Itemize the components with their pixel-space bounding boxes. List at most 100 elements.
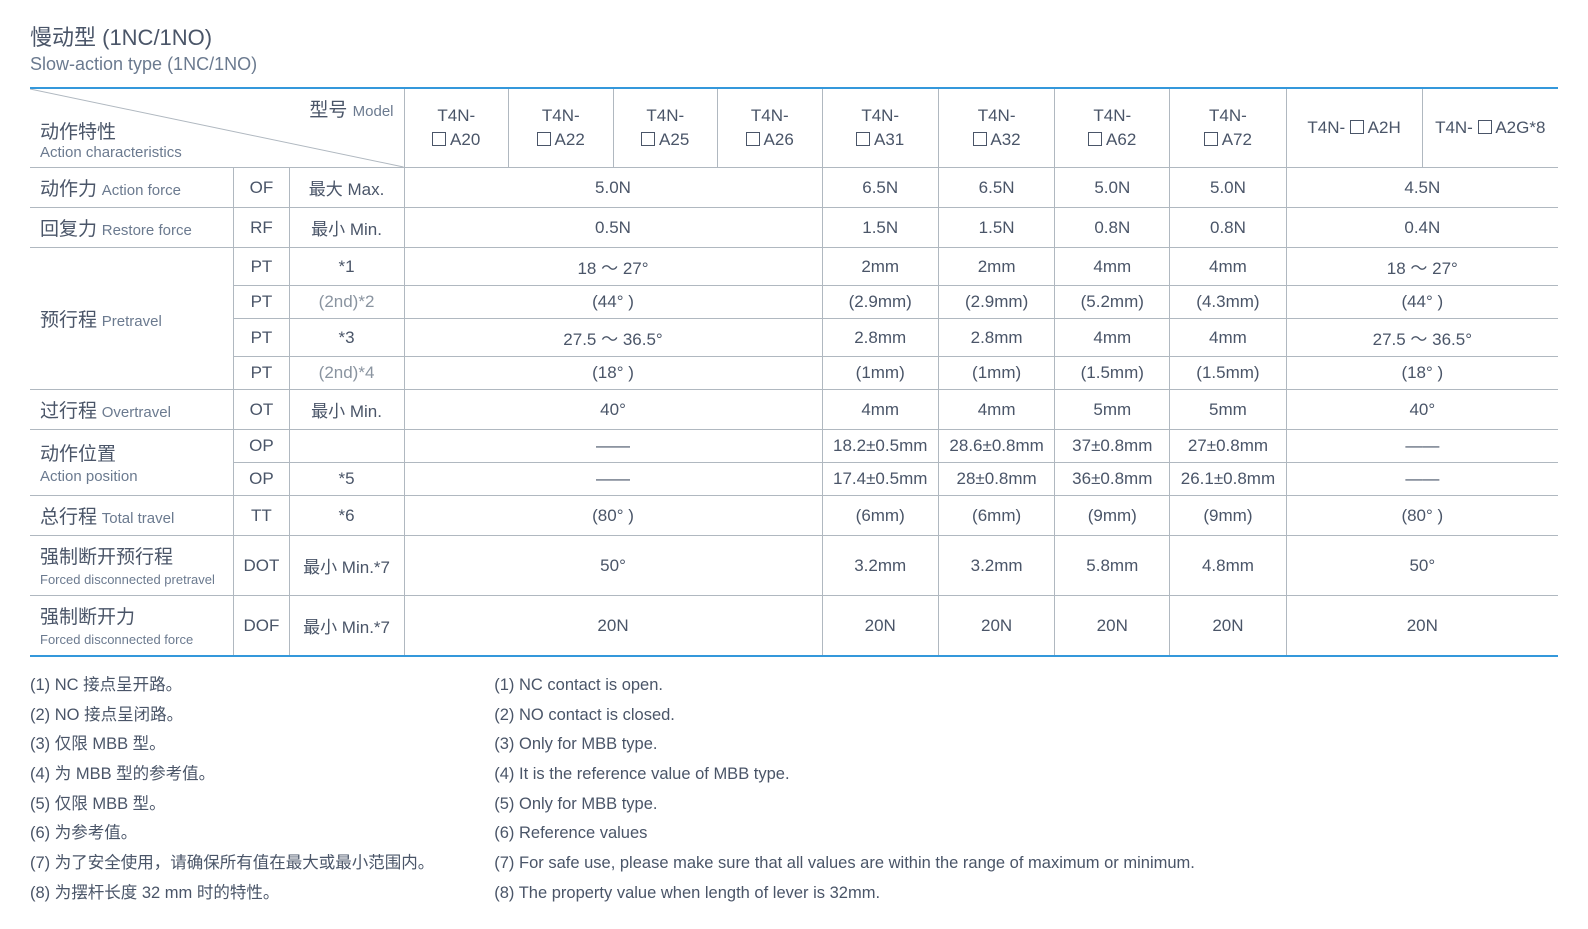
row-restore-force: 回复力 Restore force RF 最小 Min. 0.5N 1.5N 1… [30,208,1558,248]
value-cell: 4mm [938,390,1054,430]
checkbox-icon [1478,120,1492,134]
qualifier-cell: *1 [289,248,404,286]
qualifier-cell: *6 [289,496,404,536]
footnote-item: (7) 为了安全使用，请确保所有值在最大或最小范围内。 [30,849,434,879]
value-cell: (18° ) [1286,357,1558,390]
value-cell: 4.5N [1286,168,1558,208]
value-cell: 1.5N [938,208,1054,248]
code-cell: PT [234,319,289,357]
checkbox-icon [641,132,655,146]
header-row: 型号 Model 动作特性Action characteristics T4N-… [30,88,1558,168]
footnote-item: (3) Only for MBB type. [494,730,1195,760]
code-cell: PT [234,248,289,286]
title-cn: 慢动型 (1NC/1NO) [30,20,1558,52]
value-cell: 18.2±0.5mm [822,430,938,463]
row-label: 回复力 Restore force [30,208,234,248]
checkbox-icon [537,132,551,146]
footnote-item: (2) NO contact is closed. [494,701,1195,731]
qualifier-cell: 最小 Min. [289,390,404,430]
value-cell: —— [1286,463,1558,496]
qualifier-cell [289,430,404,463]
title-en: Slow-action type (1NC/1NO) [30,54,1558,75]
footnote-item: (4) 为 MBB 型的参考值。 [30,760,434,790]
model-col-7: T4N- A62 [1055,88,1170,168]
value-cell: (9mm) [1170,496,1286,536]
value-cell: 20N [822,596,938,657]
value-cell: 2.8mm [938,319,1054,357]
value-cell: 27.5 ～ 36.5° [1286,319,1558,357]
footnote-item: (5) Only for MBB type. [494,790,1195,820]
value-cell: (1mm) [822,357,938,390]
model-col-1: T4N- A20 [404,88,509,168]
value-cell: 40° [1286,390,1558,430]
value-cell: 50° [404,536,822,596]
row-forced-pretravel: 强制断开预行程Forced disconnected pretravel DOT… [30,536,1558,596]
row-label: 动作力 Action force [30,168,234,208]
spec-table: 型号 Model 动作特性Action characteristics T4N-… [30,87,1558,657]
code-cell: OP [234,430,289,463]
value-cell: 2.8mm [822,319,938,357]
value-cell: (80° ) [404,496,822,536]
value-cell: 5.0N [404,168,822,208]
value-cell: 20N [938,596,1054,657]
value-cell: 1.5N [822,208,938,248]
value-cell: —— [1286,430,1558,463]
row-forced-force: 强制断开力Forced disconnected force DOF 最小 Mi… [30,596,1558,657]
value-cell: (2.9mm) [938,286,1054,319]
footnote-item: (8) The property value when length of le… [494,879,1195,909]
row-label: 动作位置Action position [30,430,234,496]
row-pretravel-2: PT (2nd)*2 (44° ) (2.9mm) (2.9mm) (5.2mm… [30,286,1558,319]
value-cell: 6.5N [938,168,1054,208]
value-cell: 5.0N [1055,168,1170,208]
row-action-position-1: 动作位置Action position OP —— 18.2±0.5mm 28.… [30,430,1558,463]
code-cell: OF [234,168,289,208]
footnotes-cn: (1) NC 接点呈开路。 (2) NO 接点呈闭路。 (3) 仅限 MBB 型… [30,671,434,909]
value-cell: (80° ) [1286,496,1558,536]
value-cell: 0.8N [1055,208,1170,248]
value-cell: 6.5N [822,168,938,208]
row-label: 过行程 Overtravel [30,390,234,430]
code-cell: OT [234,390,289,430]
value-cell: 4mm [1170,248,1286,286]
characteristics-label-cn: 动作特性 [40,122,116,143]
model-col-2: T4N- A22 [509,88,614,168]
row-pretravel-3: PT *3 27.5 ～ 36.5° 2.8mm 2.8mm 4mm 4mm 2… [30,319,1558,357]
value-cell: 5mm [1170,390,1286,430]
value-cell: 20N [404,596,822,657]
model-col-4: T4N- A26 [718,88,823,168]
value-cell: 2mm [938,248,1054,286]
value-cell: 0.5N [404,208,822,248]
footnote-item: (1) NC contact is open. [494,671,1195,701]
model-col-5: T4N- A31 [822,88,938,168]
checkbox-icon [856,132,870,146]
footnote-item: (4) It is the reference value of MBB typ… [494,760,1195,790]
qualifier-cell: 最小 Min.*7 [289,536,404,596]
value-cell: (5.2mm) [1055,286,1170,319]
qualifier-cell: 最小 Min. [289,208,404,248]
diagonal-header-cell: 型号 Model 动作特性Action characteristics [30,88,404,168]
checkbox-icon [432,132,446,146]
checkbox-icon [973,132,987,146]
qualifier-cell: 最大 Max. [289,168,404,208]
code-cell: TT [234,496,289,536]
value-cell: (6mm) [822,496,938,536]
code-cell: DOT [234,536,289,596]
row-action-force: 动作力 Action force OF 最大 Max. 5.0N 6.5N 6.… [30,168,1558,208]
value-cell: (18° ) [404,357,822,390]
row-pretravel-1: 预行程 Pretravel PT *1 18 ～ 27° 2mm 2mm 4mm… [30,248,1558,286]
footnote-item: (6) 为参考值。 [30,819,434,849]
qualifier-cell: *3 [289,319,404,357]
value-cell: 20N [1286,596,1558,657]
checkbox-icon [1350,120,1364,134]
value-cell: 28±0.8mm [938,463,1054,496]
footnote-item: (2) NO 接点呈闭路。 [30,701,434,731]
footnotes: (1) NC 接点呈开路。 (2) NO 接点呈闭路。 (3) 仅限 MBB 型… [30,671,1558,909]
value-cell: (2.9mm) [822,286,938,319]
row-pretravel-4: PT (2nd)*4 (18° ) (1mm) (1mm) (1.5mm) (1… [30,357,1558,390]
value-cell: 17.4±0.5mm [822,463,938,496]
value-cell: 5mm [1055,390,1170,430]
code-cell: OP [234,463,289,496]
row-action-position-2: OP *5 —— 17.4±0.5mm 28±0.8mm 36±0.8mm 26… [30,463,1558,496]
row-label: 强制断开力Forced disconnected force [30,596,234,657]
value-cell: 5.8mm [1055,536,1170,596]
